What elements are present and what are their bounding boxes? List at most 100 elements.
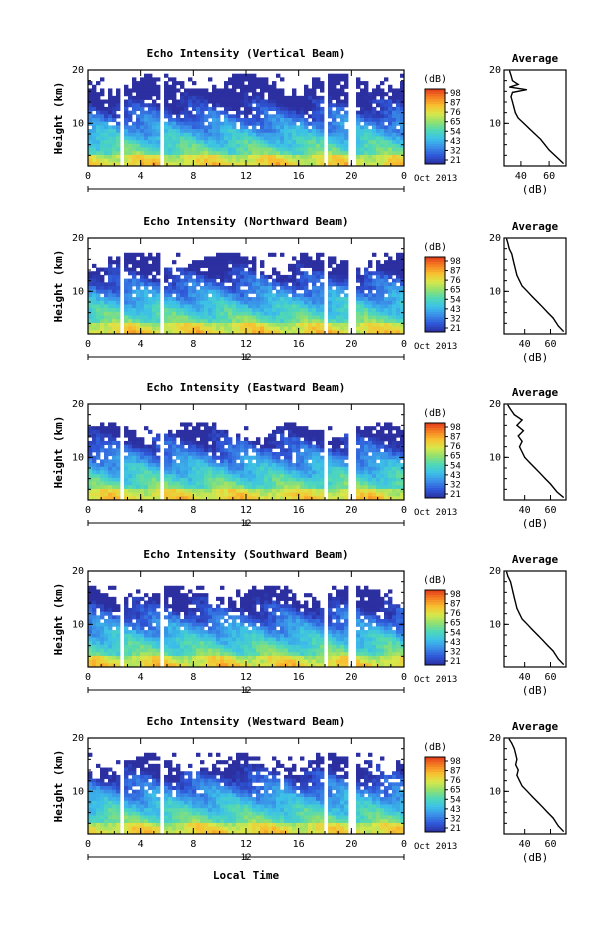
heatmap-cell	[260, 84, 265, 89]
heatmap-cell	[256, 463, 261, 468]
heatmap-cell	[272, 452, 277, 457]
heatmap-cell	[144, 73, 149, 78]
heatmap-cell	[336, 474, 341, 479]
heatmap-cell	[108, 444, 113, 449]
heatmap-cell	[292, 136, 297, 141]
heatmap-cell	[96, 652, 101, 657]
heatmap-cell	[308, 433, 313, 438]
heatmap-cell	[244, 129, 249, 134]
heatmap-cell	[100, 282, 105, 287]
heatmap-cell	[368, 440, 373, 446]
heatmap-cell	[248, 459, 253, 464]
heatmap-cell	[292, 92, 297, 97]
heatmap-cell	[128, 448, 133, 453]
heatmap-cell	[144, 293, 149, 298]
heatmap-cell	[280, 286, 285, 291]
heatmap-cell	[208, 330, 213, 335]
heatmap-cell	[296, 470, 301, 475]
heatmap-cell	[184, 422, 189, 427]
heatmap-cell	[320, 252, 325, 257]
heatmap-cell	[232, 463, 237, 468]
heatmap-cell	[204, 304, 209, 309]
heatmap-cell	[292, 263, 297, 268]
heatmap-cell	[276, 466, 281, 471]
heatmap-cell	[92, 84, 97, 89]
heatmap-cell	[312, 286, 317, 291]
heatmap-cell	[296, 286, 301, 291]
heatmap-cell	[128, 140, 133, 145]
heatmap-cell	[168, 274, 173, 280]
heatmap-cell	[152, 452, 157, 457]
heatmap-cell	[328, 300, 333, 305]
heatmap-cell	[256, 474, 261, 479]
heatmap-cell	[176, 289, 181, 294]
profile-point	[511, 101, 514, 103]
heatmap-cell	[276, 463, 281, 468]
heatmap-cell	[240, 73, 245, 78]
colorbar-tick-label: 76	[450, 442, 461, 452]
heatmap-cell	[208, 129, 213, 134]
heatmap-cell	[108, 626, 113, 631]
heatmap-cell	[116, 297, 121, 302]
heatmap-cell	[208, 470, 213, 475]
heatmap-cell	[252, 444, 257, 449]
heatmap-cell	[248, 132, 253, 137]
heatmap-cell	[256, 162, 261, 167]
heatmap-cell	[108, 143, 113, 148]
heatmap-cell	[148, 77, 153, 82]
heatmap-cell	[340, 437, 345, 442]
heatmap-cell	[300, 154, 305, 160]
heatmap-cell	[224, 267, 229, 272]
heatmap-cell	[136, 463, 141, 468]
heatmap-cell	[152, 99, 157, 104]
heatmap-cell	[192, 433, 197, 438]
heatmap-cell	[392, 143, 397, 148]
heatmap-cell	[364, 485, 369, 490]
heatmap-cell	[172, 143, 177, 148]
heatmap-cell	[364, 151, 369, 156]
profile-point	[523, 122, 525, 124]
heatmap-cell	[208, 140, 213, 145]
heatmap-cell	[316, 125, 321, 130]
colorbar-segment	[425, 99, 445, 102]
heatmap-cell	[128, 315, 133, 320]
heatmap-cell	[372, 132, 377, 137]
heatmap-cell	[360, 81, 365, 86]
heatmap-cell	[108, 488, 113, 494]
heatmap-cell	[312, 496, 317, 501]
heatmap-cell	[372, 488, 377, 494]
heatmap-cell	[268, 455, 273, 460]
heatmap-cell	[92, 326, 97, 331]
heatmap-cell	[376, 114, 381, 119]
heatmap-cell	[360, 99, 365, 104]
heatmap-cell	[288, 118, 293, 123]
heatmap-cell	[144, 488, 149, 494]
x-tick-label: 20	[345, 505, 357, 516]
heatmap-cell	[268, 103, 273, 108]
colorbar-segment	[425, 488, 445, 491]
heatmap-cell	[148, 315, 153, 320]
heatmap-cell	[356, 143, 361, 148]
heatmap-cell	[204, 326, 209, 331]
heatmap-cell	[288, 103, 293, 108]
heatmap-cell	[100, 474, 105, 479]
heatmap-cell	[124, 459, 129, 464]
heatmap-cell	[356, 459, 361, 464]
heatmap-cell	[392, 282, 397, 287]
heatmap-cell	[156, 77, 161, 82]
heatmap-cell	[108, 622, 113, 627]
heatmap-cell	[104, 637, 109, 642]
heatmap-cell	[252, 282, 257, 287]
heatmap-cell	[284, 121, 289, 126]
heatmap-cell	[116, 154, 121, 160]
heatmap-cell	[204, 143, 209, 148]
heatmap-cell	[104, 485, 109, 490]
heatmap-cell	[368, 485, 373, 490]
heatmap-cell	[144, 110, 149, 115]
heatmap-cell	[336, 88, 341, 93]
heatmap-cell	[88, 429, 93, 434]
heatmap-cell	[144, 470, 149, 475]
heatmap-cell	[248, 289, 253, 294]
heatmap-cell	[228, 260, 233, 265]
heatmap-cell	[308, 315, 313, 320]
